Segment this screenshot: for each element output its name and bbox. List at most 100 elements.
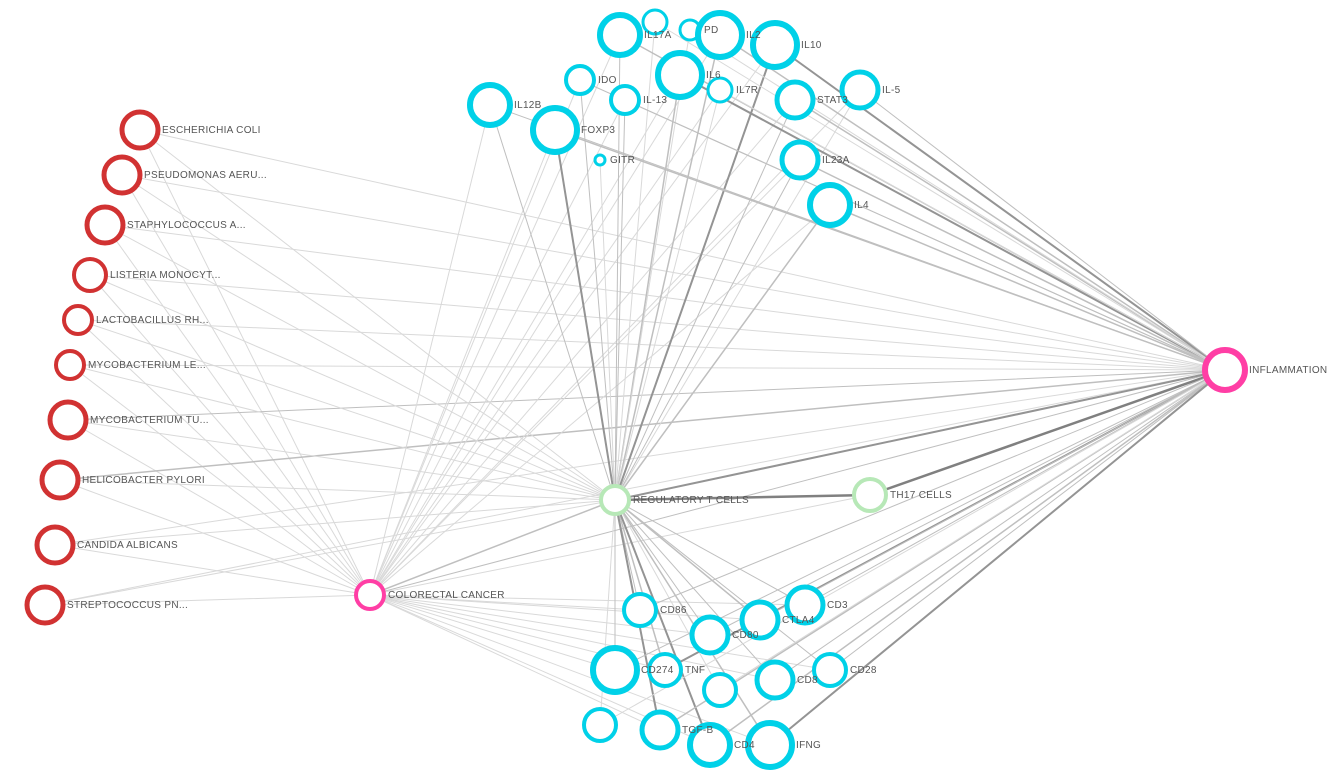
node-label-th17: TH17 CELLS	[890, 490, 952, 501]
node-mycolep[interactable]	[56, 351, 84, 379]
edge-inflam-ifng	[770, 370, 1225, 745]
edge-strep-treg	[45, 500, 615, 605]
node-label-crc: COLORECTAL CANCER	[388, 590, 505, 601]
edge-crc-il23a	[370, 160, 800, 595]
node-il17a[interactable]	[600, 15, 640, 55]
node-label-il10: IL10	[801, 40, 822, 51]
edge-treg-il7r	[615, 90, 720, 500]
node-label-cd8: CD8	[797, 675, 818, 686]
node-th17[interactable]	[854, 479, 886, 511]
node-label-listeria: LISTERIA MONOCYT...	[110, 270, 221, 281]
node-ecoli[interactable]	[122, 112, 158, 148]
edge-crc-treg	[370, 500, 615, 595]
node-label-cd80: CD80	[732, 630, 759, 641]
edge-candida-treg	[55, 500, 615, 545]
node-il13[interactable]	[611, 86, 639, 114]
edge-treg-il4	[615, 205, 830, 500]
node-cd80[interactable]	[692, 617, 728, 653]
node-il12b[interactable]	[470, 85, 510, 125]
edge-inflam-cd28	[830, 370, 1225, 670]
node-listeria[interactable]	[74, 259, 106, 291]
node-label-hpylori: HELICOBACTER PYLORI	[82, 475, 205, 486]
node-label-treg: REGULATORY T CELLS	[633, 495, 749, 506]
edge-inflam-botblank2	[720, 370, 1225, 690]
node-label-tgfb: TGF-B	[682, 725, 714, 736]
node-label-ifng: IFNG	[796, 740, 821, 751]
node-inflam[interactable]	[1205, 350, 1245, 390]
node-label-tnf: TNF	[685, 665, 705, 676]
node-hpylori[interactable]	[42, 462, 78, 498]
edge-listeria-treg	[90, 275, 615, 500]
node-label-staph: STAPHYLOCOCCUS A...	[127, 220, 246, 231]
node-label-gitr: GITR	[610, 155, 635, 166]
node-label-foxp3: FOXP3	[581, 125, 615, 136]
edge-staph-inflam	[105, 225, 1225, 370]
node-cd86[interactable]	[624, 594, 656, 626]
node-label-inflam: INFLAMMATION	[1249, 365, 1327, 376]
node-label-lacto: LACTOBACILLUS RH...	[96, 315, 209, 326]
node-label-cd28: CD28	[850, 665, 877, 676]
edge-inflam-cd8	[775, 370, 1225, 680]
edge-mycotub-crc	[68, 420, 370, 595]
node-label-pd: PD	[704, 25, 719, 36]
node-label-candida: CANDIDA ALBICANS	[77, 540, 178, 551]
node-cd28[interactable]	[814, 654, 846, 686]
edge-pseud-crc	[122, 175, 370, 595]
node-label-mycotub: MYCOBACTERIUM TU...	[90, 415, 209, 426]
edge-listeria-inflam	[90, 275, 1225, 370]
node-pseud[interactable]	[104, 157, 140, 193]
edge-treg-inflam	[615, 370, 1225, 500]
node-il23a[interactable]	[782, 142, 818, 178]
nodes-layer	[27, 10, 1245, 767]
edge-ecoli-inflam	[140, 130, 1225, 370]
node-label-pseud: PSEUDOMONAS AERU...	[144, 170, 267, 181]
node-label-il12b: IL12B	[514, 100, 542, 111]
node-label-ido: IDO	[598, 75, 617, 86]
node-mycotub[interactable]	[50, 402, 86, 438]
node-label-stat3: STAT3	[817, 95, 848, 106]
edge-inflam-il7r	[720, 90, 1225, 370]
node-stat3[interactable]	[777, 82, 813, 118]
node-cd274[interactable]	[593, 648, 637, 692]
edge-crc-foxp3	[370, 130, 555, 595]
node-candida[interactable]	[37, 527, 73, 563]
edge-treg-il23a	[615, 160, 800, 500]
node-ido[interactable]	[566, 66, 594, 94]
edge-inflam-il23a	[800, 160, 1225, 370]
node-il4[interactable]	[810, 185, 850, 225]
node-label-cd3: CD3	[827, 600, 848, 611]
node-label-ctla4: CTLA4	[782, 615, 815, 626]
node-tgfb[interactable]	[642, 712, 678, 748]
node-cd8[interactable]	[757, 662, 793, 698]
node-label-il7r: IL7R	[736, 85, 758, 96]
node-crc[interactable]	[356, 581, 384, 609]
node-label-cd86: CD86	[660, 605, 687, 616]
node-botblank2[interactable]	[704, 674, 736, 706]
node-label-cd4: CD4	[734, 740, 755, 751]
node-il7r[interactable]	[708, 78, 732, 102]
node-botblank1[interactable]	[584, 709, 616, 741]
network-graph: ESCHERICHIA COLIPSEUDOMONAS AERU...STAPH…	[0, 0, 1327, 779]
edge-treg-tnf	[615, 500, 665, 670]
node-strep[interactable]	[27, 587, 63, 623]
node-lacto[interactable]	[64, 306, 92, 334]
node-treg[interactable]	[601, 486, 629, 514]
node-label-il2: IL2	[746, 30, 761, 41]
node-label-il23a: IL23A	[822, 155, 850, 166]
node-label-il6: IL6	[706, 70, 721, 81]
node-label-il17a: IL17A	[644, 30, 672, 41]
node-label-strep: STREPTOCOCCUS PN...	[67, 600, 188, 611]
node-label-il13: IL-13	[643, 95, 667, 106]
node-label-il4: IL4	[854, 200, 869, 211]
node-foxp3[interactable]	[533, 108, 577, 152]
edge-ecoli-treg	[140, 130, 615, 500]
node-staph[interactable]	[87, 207, 123, 243]
edge-crc-stat3	[370, 100, 795, 595]
edge-th17-inflam	[870, 370, 1225, 495]
edge-inflam-il4	[830, 205, 1225, 370]
node-gitr[interactable]	[595, 155, 605, 165]
node-label-il5: IL-5	[882, 85, 901, 96]
edge-lacto-inflam	[78, 320, 1225, 370]
edge-crc-il13	[370, 100, 625, 595]
node-il6[interactable]	[658, 53, 702, 97]
